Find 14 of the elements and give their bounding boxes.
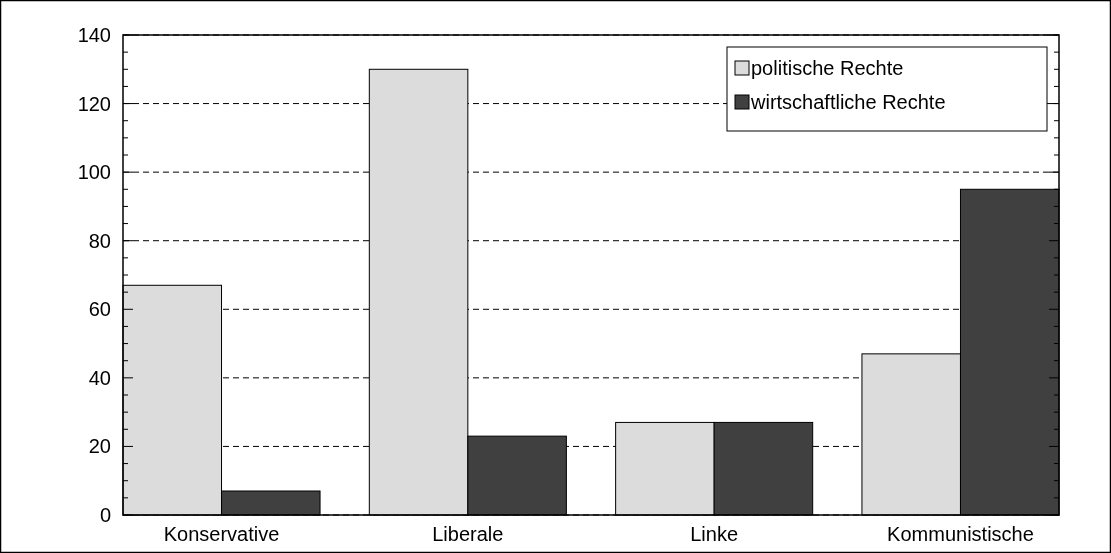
x-tick-label: Konservative <box>163 523 280 545</box>
legend-label: politische Rechte <box>751 57 904 79</box>
y-tick-label: 40 <box>88 366 111 389</box>
y-tick-label: 20 <box>88 435 111 458</box>
y-tick-label: 60 <box>88 298 111 321</box>
y-tick-label: 140 <box>77 24 111 46</box>
y-tick-label: 0 <box>99 504 111 526</box>
y-tick-label: 120 <box>77 92 111 115</box>
legend-label: wirtschaftliche Rechte <box>750 91 946 113</box>
y-tick-label: 100 <box>77 161 111 184</box>
x-tick-label: Linke <box>690 523 739 545</box>
y-tick-label: 80 <box>88 229 111 252</box>
x-tick-label: Liberale <box>432 523 504 545</box>
x-tick-label: Kommunistische <box>887 523 1034 545</box>
